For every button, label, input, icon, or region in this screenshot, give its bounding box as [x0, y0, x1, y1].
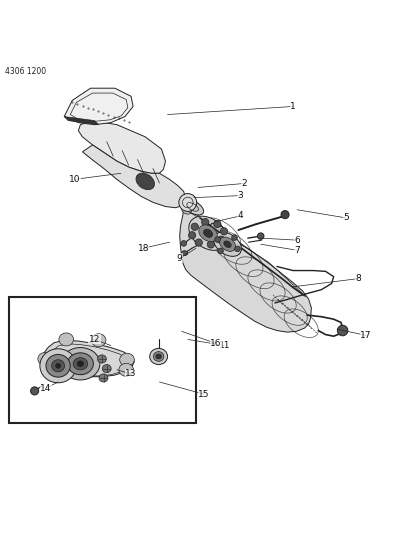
Ellipse shape	[189, 216, 227, 251]
Ellipse shape	[179, 193, 197, 212]
Ellipse shape	[67, 353, 93, 375]
Text: 14: 14	[40, 384, 52, 393]
Text: 4306 1200: 4306 1200	[5, 67, 47, 76]
Ellipse shape	[235, 246, 240, 252]
Ellipse shape	[218, 248, 223, 254]
Text: 11: 11	[219, 341, 230, 350]
Text: 18: 18	[137, 244, 149, 253]
Ellipse shape	[214, 220, 221, 228]
Polygon shape	[64, 117, 99, 125]
Ellipse shape	[46, 354, 70, 377]
Text: 16: 16	[211, 339, 222, 348]
Polygon shape	[180, 206, 311, 332]
Text: 10: 10	[69, 175, 80, 184]
Text: 9: 9	[177, 254, 182, 263]
Polygon shape	[64, 88, 133, 125]
Ellipse shape	[119, 364, 133, 376]
Ellipse shape	[136, 173, 155, 190]
Ellipse shape	[202, 219, 209, 226]
Ellipse shape	[99, 374, 108, 382]
Text: 15: 15	[198, 390, 210, 399]
Ellipse shape	[59, 333, 73, 346]
Ellipse shape	[52, 360, 64, 372]
Ellipse shape	[218, 236, 225, 244]
Ellipse shape	[220, 228, 228, 235]
Ellipse shape	[55, 364, 60, 368]
Ellipse shape	[257, 233, 264, 239]
Ellipse shape	[61, 348, 100, 380]
Ellipse shape	[98, 355, 106, 363]
Polygon shape	[78, 120, 166, 173]
Polygon shape	[143, 360, 188, 378]
Ellipse shape	[174, 325, 181, 330]
Ellipse shape	[156, 354, 162, 359]
Ellipse shape	[220, 237, 235, 252]
Ellipse shape	[91, 334, 106, 347]
Text: 1: 1	[290, 102, 296, 111]
Polygon shape	[171, 321, 190, 333]
Text: 4: 4	[237, 212, 243, 220]
Ellipse shape	[199, 225, 217, 241]
Ellipse shape	[153, 352, 164, 361]
Ellipse shape	[120, 353, 134, 366]
Text: 6: 6	[294, 236, 300, 245]
Ellipse shape	[181, 251, 188, 255]
Ellipse shape	[73, 358, 88, 370]
Ellipse shape	[207, 241, 215, 248]
Ellipse shape	[181, 240, 186, 246]
Ellipse shape	[281, 211, 289, 219]
Ellipse shape	[102, 365, 111, 373]
Polygon shape	[206, 223, 226, 237]
Text: 17: 17	[360, 331, 372, 340]
Ellipse shape	[31, 387, 39, 395]
Ellipse shape	[182, 205, 192, 214]
Text: 13: 13	[125, 369, 137, 378]
Text: 12: 12	[89, 335, 100, 344]
Ellipse shape	[40, 349, 76, 383]
Bar	[9, 297, 196, 423]
Text: 7: 7	[294, 246, 300, 255]
Polygon shape	[82, 145, 186, 208]
Text: 8: 8	[355, 274, 361, 283]
Ellipse shape	[337, 325, 348, 336]
Ellipse shape	[232, 235, 237, 240]
Polygon shape	[42, 340, 134, 377]
Text: 5: 5	[343, 213, 349, 222]
Ellipse shape	[215, 237, 220, 243]
Ellipse shape	[188, 232, 196, 239]
Text: 2: 2	[242, 179, 247, 188]
Ellipse shape	[38, 352, 53, 366]
Ellipse shape	[150, 349, 168, 365]
Ellipse shape	[182, 199, 204, 215]
Ellipse shape	[77, 361, 84, 367]
Ellipse shape	[224, 241, 231, 247]
Text: 3: 3	[237, 191, 243, 200]
Ellipse shape	[191, 223, 198, 230]
Ellipse shape	[204, 229, 213, 237]
Ellipse shape	[195, 239, 202, 246]
Ellipse shape	[214, 232, 242, 256]
